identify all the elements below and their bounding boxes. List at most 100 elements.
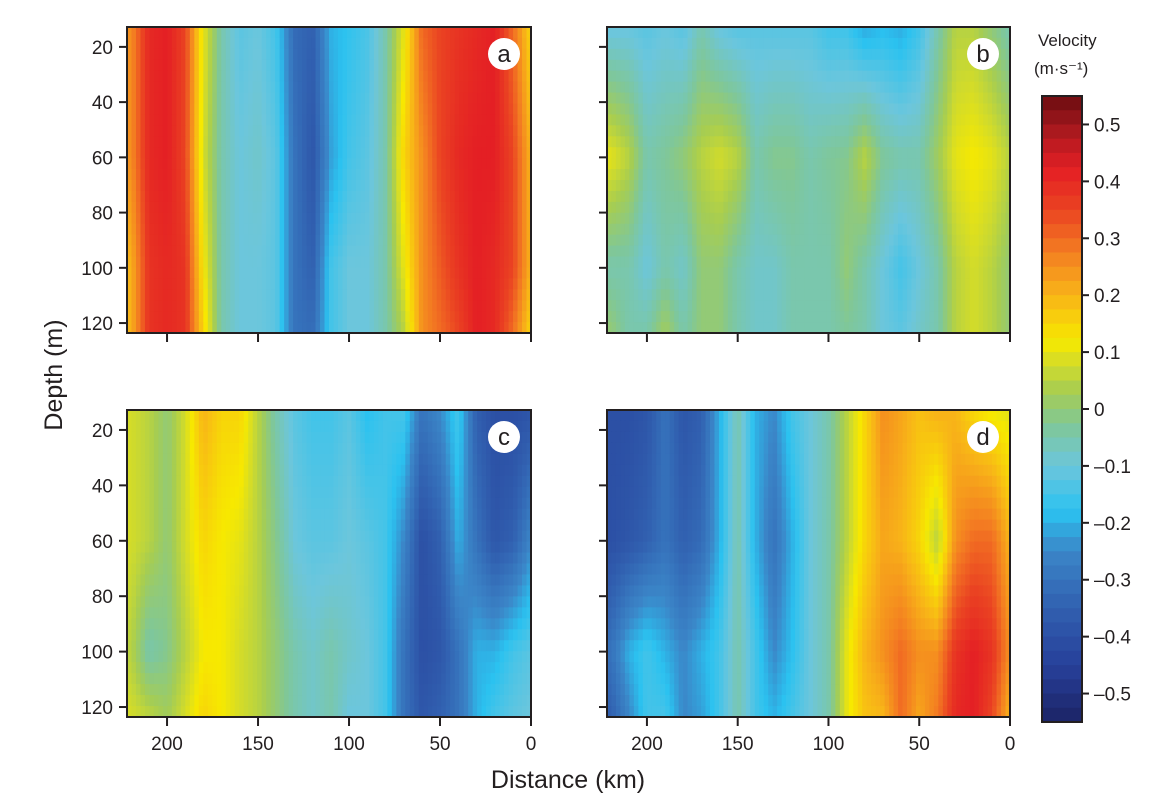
heatmap-cell: [302, 213, 307, 225]
heatmap-cell: [925, 38, 930, 50]
heatmap-cell: [616, 27, 621, 39]
heatmap-cell: [629, 93, 634, 105]
heatmap-cell: [486, 114, 491, 126]
heatmap-cell: [616, 322, 621, 334]
heatmap-cell: [934, 125, 939, 137]
heatmap-cell: [423, 300, 428, 312]
heatmap-cell: [647, 202, 652, 214]
heatmap-cell: [333, 147, 338, 159]
heatmap-cell: [764, 147, 769, 159]
heatmap-cell: [916, 114, 921, 126]
heatmap-cell: [509, 267, 514, 279]
heatmap-cell: [889, 224, 894, 236]
heatmap-cell: [513, 147, 518, 159]
heatmap-cell: [674, 180, 679, 192]
heatmap-cell: [625, 93, 630, 105]
heatmap-cell: [221, 267, 226, 279]
heatmap-cell: [728, 60, 733, 72]
heatmap-cell: [741, 257, 746, 269]
heatmap-cell: [396, 246, 401, 258]
heatmap-cell: [916, 191, 921, 203]
heatmap-cell: [643, 60, 648, 72]
heatmap-cell: [509, 257, 514, 269]
heatmap-cell: [347, 136, 352, 148]
heatmap-cell: [849, 82, 854, 94]
heatmap-cell: [284, 224, 289, 236]
heatmap-cell: [149, 180, 154, 192]
heatmap-cell: [226, 125, 231, 137]
heatmap-cell: [862, 93, 867, 105]
heatmap-cell: [468, 202, 473, 214]
heatmap-cell: [688, 93, 693, 105]
heatmap-cell: [410, 224, 415, 236]
heatmap-cell: [889, 169, 894, 181]
heatmap-cell: [257, 71, 262, 83]
heatmap-cell: [293, 60, 298, 72]
heatmap-cell: [342, 38, 347, 50]
heatmap-cell: [208, 38, 213, 50]
heatmap-cell: [455, 235, 460, 247]
heatmap-cell: [728, 27, 733, 39]
heatmap-cell: [661, 311, 666, 323]
heatmap-cell: [952, 300, 957, 312]
heatmap-cell: [428, 125, 433, 137]
heatmap-cell: [154, 27, 159, 39]
heatmap-cell: [401, 93, 406, 105]
heatmap-cell: [652, 246, 657, 258]
heatmap-cell: [885, 136, 890, 148]
heatmap-cell: [221, 169, 226, 181]
heatmap-cell: [293, 278, 298, 290]
heatmap-cell: [333, 311, 338, 323]
heatmap-cell: [365, 224, 370, 236]
heatmap-cell: [131, 60, 136, 72]
heatmap-cell: [419, 147, 424, 159]
heatmap-cell: [154, 114, 159, 126]
heatmap-cell: [172, 311, 177, 323]
heatmap-cell: [714, 104, 719, 116]
heatmap-cell: [302, 202, 307, 214]
heatmap-cell: [437, 246, 442, 258]
heatmap-cell: [194, 158, 199, 170]
heatmap-cell: [620, 104, 625, 116]
heatmap-cell: [620, 93, 625, 105]
heatmap-cell: [190, 49, 195, 61]
heatmap-cell: [983, 224, 988, 236]
heatmap-cell: [920, 71, 925, 83]
heatmap-cell: [894, 202, 899, 214]
heatmap-cell: [746, 147, 751, 159]
heatmap-cell: [956, 246, 961, 258]
heatmap-cell: [616, 104, 621, 116]
heatmap-cell: [661, 158, 666, 170]
heatmap-cell: [131, 180, 136, 192]
heatmap-cell: [943, 180, 948, 192]
heatmap-cell: [947, 300, 952, 312]
heatmap-cell: [365, 114, 370, 126]
heatmap-cell: [473, 191, 478, 203]
heatmap-cell: [925, 289, 930, 301]
heatmap-cell: [342, 169, 347, 181]
heatmap-cell: [338, 104, 343, 116]
heatmap-cell: [316, 82, 321, 94]
heatmap-cell: [983, 213, 988, 225]
heatmap-cell: [414, 235, 419, 247]
heatmap-cell: [176, 125, 181, 137]
heatmap-cell: [813, 104, 818, 116]
heatmap-cell: [903, 278, 908, 290]
heatmap-cell: [325, 246, 330, 258]
heatmap-cell: [419, 71, 424, 83]
heatmap-cell: [925, 257, 930, 269]
heatmap-cell: [203, 246, 208, 258]
heatmap-cell: [611, 60, 616, 72]
heatmap-cell: [634, 246, 639, 258]
heatmap-cell: [800, 300, 805, 312]
heatmap-cell: [163, 104, 168, 116]
heatmap-cell: [777, 235, 782, 247]
heatmap-cell: [804, 235, 809, 247]
heatmap-cell: [383, 278, 388, 290]
heatmap-cell: [876, 224, 881, 236]
heatmap-cell: [486, 147, 491, 159]
heatmap-cell: [679, 289, 684, 301]
heatmap-cell: [504, 136, 509, 148]
heatmap-cell: [732, 169, 737, 181]
heatmap-cell: [943, 71, 948, 83]
